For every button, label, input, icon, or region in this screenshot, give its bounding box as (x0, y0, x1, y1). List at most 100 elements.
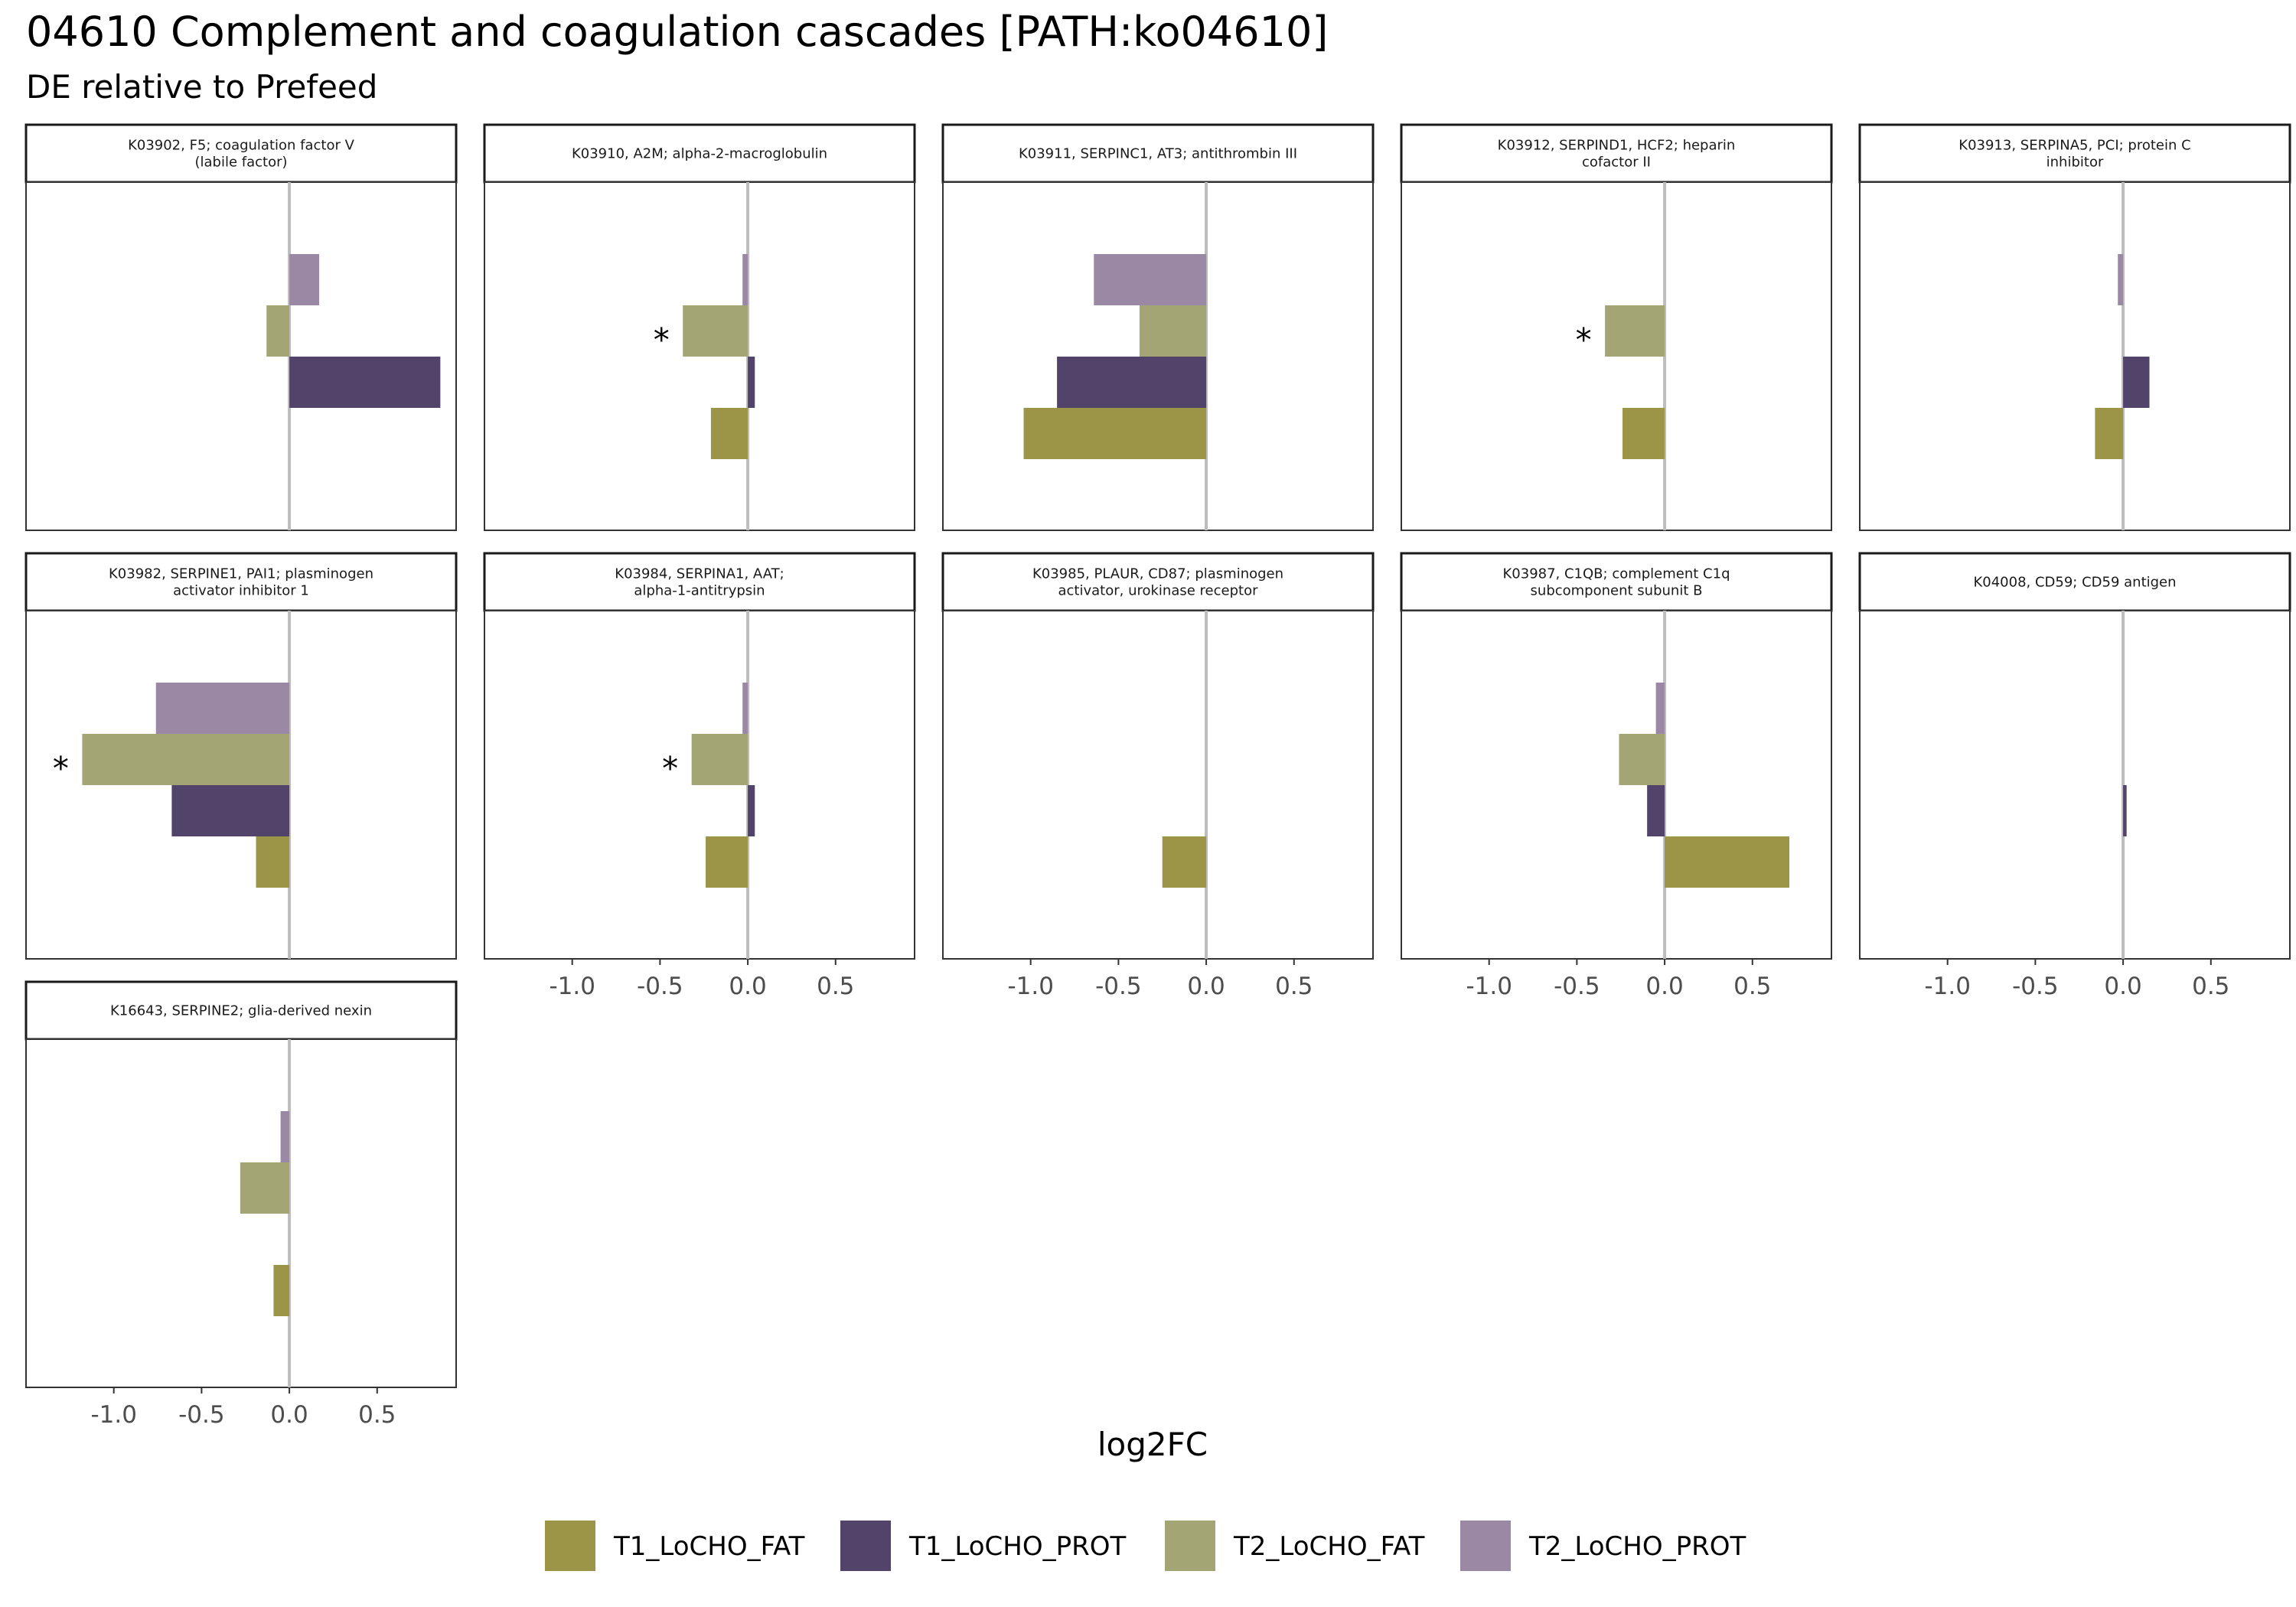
bar-t1-locho-fat (273, 1265, 290, 1316)
x-tick-label: -1.0 (1466, 973, 1512, 1000)
bar-t2-locho-fat (266, 305, 290, 357)
x-tick-label: -1.0 (1007, 973, 1054, 1000)
x-tick-label: -0.5 (178, 1401, 225, 1429)
legend-label: T1_LoCHO_FAT (613, 1531, 805, 1562)
facet-label: subcomponent subunit B (1531, 583, 1703, 599)
facet-label: K03902, F5; coagulation factor V (128, 138, 355, 154)
significance-marker: * (662, 750, 678, 787)
bar-t1-locho-fat (1623, 408, 1665, 459)
legend-swatch (1165, 1521, 1215, 1571)
bar-t2-locho-prot (742, 683, 748, 734)
bar-t2-locho-fat (240, 1162, 290, 1214)
facet-label: K16643, SERPINE2; glia-derived nexin (110, 1003, 372, 1019)
facet-strip (1858, 123, 2291, 184)
bar-t1-locho-prot (748, 357, 755, 408)
significance-marker: * (654, 321, 670, 359)
bar-t2-locho-fat (1139, 305, 1207, 357)
facet-strip (24, 123, 458, 184)
x-tick-label: -0.5 (1095, 973, 1142, 1000)
plot-area (942, 610, 1374, 960)
legend-label: T1_LoCHO_PROT (908, 1531, 1127, 1562)
x-tick-label: 0.5 (1275, 973, 1313, 1000)
facet-label: activator inhibitor 1 (173, 583, 309, 599)
facet-panels: K03902, F5; coagulation factor V(labile … (24, 123, 2291, 1429)
facet-panel: K03911, SERPINC1, AT3; antithrombin III (941, 123, 1375, 531)
facet-strip (1858, 552, 2291, 612)
facet-strip (483, 552, 916, 612)
x-tick-label: -1.0 (90, 1401, 137, 1429)
plot-area (1859, 181, 2291, 531)
plot-area (1401, 610, 1832, 960)
x-tick-label: 0.0 (2104, 973, 2141, 1000)
bar-t1-locho-fat (1162, 836, 1207, 888)
facet-panel: K04008, CD59; CD59 antigen -1.0 -0.5 0.0 0.5 (1858, 552, 2291, 1000)
bar-t1-locho-prot (2123, 357, 2150, 408)
facet-panel: K03910, A2M; alpha-2-macroglobulin * (483, 123, 916, 531)
bar-t1-locho-prot (2123, 785, 2127, 836)
facet-panel: K03902, F5; coagulation factor V(labile … (24, 123, 458, 531)
facet-panel: K03984, SERPINA1, AAT;alpha-1-antitrypsi… (483, 552, 916, 1000)
bar-t2-locho-prot (1094, 254, 1207, 305)
facet-strip (1400, 123, 1833, 184)
facet-label: activator, urokinase receptor (1058, 583, 1259, 599)
bar-t2-locho-prot (1655, 683, 1665, 734)
bar-t1-locho-prot (171, 785, 290, 836)
bar-t2-locho-fat (1605, 305, 1665, 357)
x-tick-label: 0.5 (2192, 973, 2229, 1000)
chart-title: 04610 Complement and coagulation cascade… (26, 8, 1328, 56)
bar-t2-locho-fat (683, 305, 748, 357)
bar-t1-locho-prot (289, 357, 441, 408)
facet-label: K03984, SERPINA1, AAT; (615, 566, 784, 582)
x-tick-label: -1.0 (1924, 973, 1971, 1000)
bar-t2-locho-fat (1619, 734, 1665, 785)
facet-panel: K03913, SERPINA5, PCI; protein Cinhibito… (1858, 123, 2291, 531)
facet-strip (941, 552, 1375, 612)
facet-strip (941, 123, 1375, 184)
facet-label: K03913, SERPINA5, PCI; protein C (1958, 138, 2190, 154)
x-tick-label: -1.0 (549, 973, 595, 1000)
x-tick-label: -0.5 (2012, 973, 2059, 1000)
bar-t1-locho-fat (706, 836, 748, 888)
facet-panel: K03987, C1QB; complement C1qsubcomponent… (1400, 552, 1833, 1000)
bar-t2-locho-fat (82, 734, 290, 785)
x-tick-label: 0.5 (358, 1401, 396, 1429)
bar-t1-locho-prot (748, 785, 755, 836)
legend-swatch (545, 1521, 595, 1571)
x-tick-label: 0.0 (270, 1401, 308, 1429)
x-tick-label: 0.0 (1645, 973, 1683, 1000)
bar-t2-locho-fat (691, 734, 748, 785)
facet-label: K03985, PLAUR, CD87; plasminogen (1032, 566, 1283, 582)
bar-t2-locho-prot (280, 1111, 290, 1162)
facet-label: (labile factor) (194, 155, 287, 171)
legend-swatch (840, 1521, 891, 1571)
bar-t1-locho-fat (1665, 836, 1789, 888)
bar-t1-locho-prot (1057, 357, 1207, 408)
x-tick-label: -0.5 (637, 973, 683, 1000)
facet-strip (1400, 552, 1833, 612)
facet-label: K03911, SERPINC1, AT3; antithrombin III (1019, 146, 1297, 162)
chart-subtitle: DE relative to Prefeed (26, 68, 377, 106)
significance-marker: * (1576, 321, 1592, 359)
facet-panel: K03982, SERPINE1, PAI1; plasminogenactiv… (24, 552, 458, 960)
legend-label: T2_LoCHO_FAT (1233, 1531, 1425, 1562)
facet-label: K04008, CD59; CD59 antigen (1973, 575, 2176, 591)
bar-t1-locho-prot (1647, 785, 1665, 836)
bar-t2-locho-prot (289, 254, 320, 305)
significance-marker: * (53, 750, 69, 787)
legend-swatch (1460, 1521, 1511, 1571)
facet-label: K03987, C1QB; complement C1q (1502, 566, 1730, 582)
facet-panel: K16643, SERPINE2; glia-derived nexin -1.0… (24, 980, 458, 1429)
facet-panel: K03985, PLAUR, CD87; plasminogenactivato… (941, 552, 1375, 1000)
x-tick-label: 0.5 (817, 973, 854, 1000)
plot-area (25, 181, 457, 531)
bar-t2-locho-prot (155, 683, 290, 734)
legend: T1_LoCHO_FAT T1_LoCHO_PROT T2_LoCHO_FAT T2_… (545, 1521, 1746, 1571)
facet-panel: K03912, SERPIND1, HCF2; heparincofactor … (1400, 123, 1833, 531)
facet-strip (24, 552, 458, 612)
facet-label: K03910, A2M; alpha-2-macroglobulin (572, 146, 827, 162)
x-tick-label: 0.0 (729, 973, 766, 1000)
facet-label: K03912, SERPIND1, HCF2; heparin (1498, 138, 1736, 154)
facet-label: inhibitor (2047, 155, 2104, 171)
x-tick-label: -0.5 (1554, 973, 1600, 1000)
